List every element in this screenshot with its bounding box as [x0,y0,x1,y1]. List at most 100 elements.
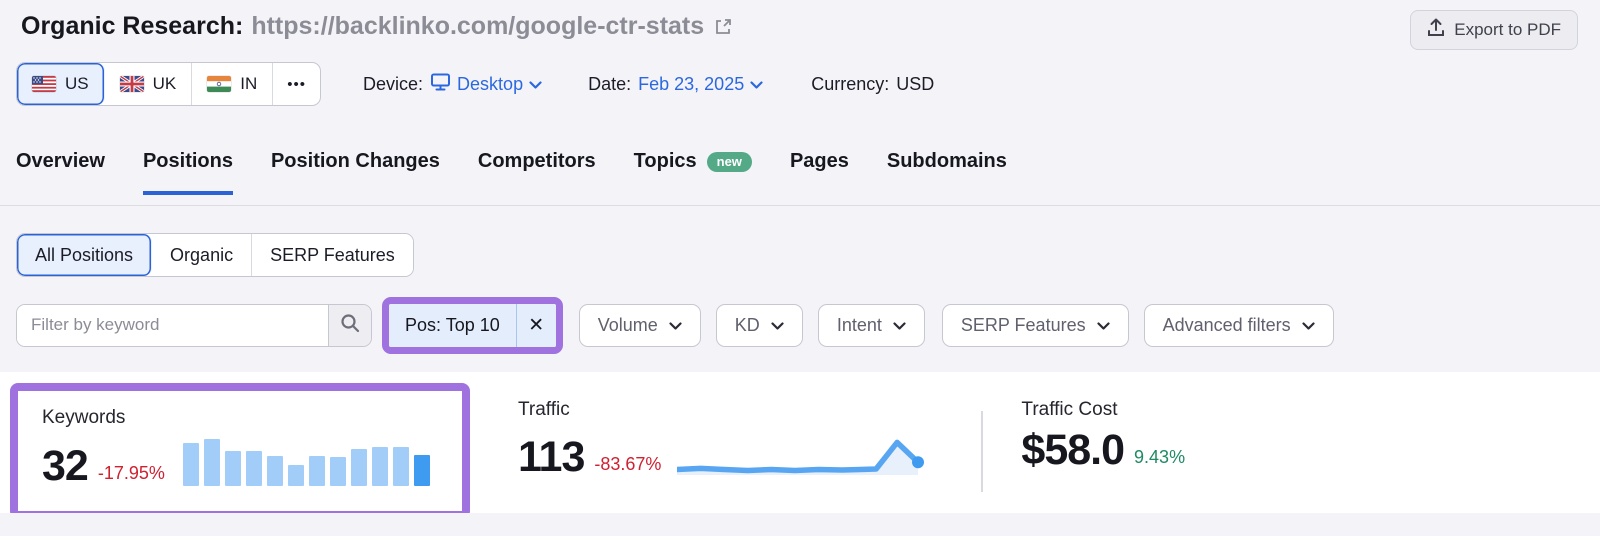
tab-overview[interactable]: Overview [16,150,105,195]
currency-value: USD [896,73,935,94]
pos-top10-chip[interactable]: Pos: Top 10 ✕ [389,303,556,347]
tab-pages[interactable]: Pages [790,150,849,195]
position-type-row: All Positions Organic SERP Features [0,233,1600,277]
segment-organic[interactable]: Organic [152,234,253,276]
dropdown-label: SERP Features [960,314,1086,335]
controls-row: US UK IN ••• Device: Desktop [0,62,1600,106]
tab-label: Positions [142,150,233,172]
country-tab-uk[interactable]: UK [104,63,193,105]
filter-bar: Pos: Top 10 ✕ Volume KD Intent SERP Feat… [0,296,1600,354]
chevron-down-icon [1096,321,1110,331]
device-control: Device: Desktop [363,72,542,97]
dropdown-label: Advanced filters [1162,314,1291,335]
tab-label: Competitors [477,150,596,172]
chevron-down-icon [529,80,542,90]
traffic-card: Traffic 113 -83.67% [470,372,939,482]
country-tab-label: UK [152,74,177,93]
keywords-value: 32 [42,442,89,491]
position-type-selector: All Positions Organic SERP Features [16,233,414,277]
serp-features-filter-dropdown[interactable]: SERP Features [941,303,1129,347]
currency-label: Currency: [811,73,890,94]
highlight-box-pos-filter: Pos: Top 10 ✕ [382,296,563,354]
tab-competitors[interactable]: Competitors [478,150,596,195]
traffic-value: 113 [518,433,585,482]
currency-control: Currency: USD [811,74,934,95]
volume-filter-dropdown[interactable]: Volume [578,303,701,347]
tab-positions[interactable]: Positions [142,150,233,195]
keywords-label: Keywords [42,407,126,428]
device-dropdown[interactable]: Desktop [430,72,542,97]
tab-label: Position Changes [270,150,440,172]
tab-label: Overview [16,150,105,172]
header: Organic Research: https://backlinko.com/… [0,0,1600,50]
chip-label: Pos: Top 10 [405,314,500,335]
chevron-down-icon [750,80,763,90]
kd-filter-dropdown[interactable]: KD [715,303,803,347]
close-icon: ✕ [528,314,545,336]
country-tab-label: US [65,74,89,93]
traffic-label: Traffic [518,399,570,420]
traffic-cost-label: Traffic Cost [1021,399,1118,420]
page-title: Organic Research: https://backlinko.com/… [21,12,1578,41]
keyword-filter-input[interactable] [17,304,328,346]
uk-flag-icon [119,76,144,92]
country-tab-in[interactable]: IN [192,63,274,105]
search-icon [340,313,360,338]
more-countries-button[interactable]: ••• [273,63,320,105]
country-tab-us[interactable]: US [17,63,105,105]
chevron-down-icon [771,321,784,331]
tab-position-changes[interactable]: Position Changes [271,150,440,195]
segment-label: Organic [170,244,234,265]
intent-filter-dropdown[interactable]: Intent [817,303,925,347]
us-flag-icon [32,76,56,92]
report-tabs: Overview Positions Position Changes Comp… [0,150,1600,206]
keyword-filter-box [16,303,372,347]
tab-topics[interactable]: Topics new [634,150,752,195]
date-control: Date: Feb 23, 2025 [588,74,763,95]
new-badge: new [706,151,752,172]
date-value: Feb 23, 2025 [638,73,745,94]
highlight-box-keywords: Keywords 32 -17.95% [10,383,470,519]
date-dropdown[interactable]: Feb 23, 2025 [638,74,763,95]
dropdown-label: Volume [597,314,658,335]
tab-subdomains[interactable]: Subdomains [887,150,1007,195]
keywords-change: -17.95% [97,463,165,483]
export-to-pdf-button[interactable]: Export to PDF [1410,10,1578,50]
external-link-icon[interactable] [714,17,733,36]
device-label: Device: [363,73,424,94]
dropdown-label: KD [734,314,760,335]
advanced-filters-dropdown[interactable]: Advanced filters [1143,303,1334,347]
tab-label: Topics [633,150,697,172]
chevron-down-icon [1302,321,1315,331]
country-tab-label: IN [240,74,258,93]
country-selector: US UK IN ••• [16,62,322,106]
dropdown-label: Intent [836,314,882,335]
segment-label: SERP Features [270,244,395,265]
page-bottom-strip [0,513,1600,525]
summary-stats: Keywords 32 -17.95% Traffic 113 -83.67% … [0,372,1600,525]
traffic-change: -83.67% [594,454,662,474]
vertical-divider [981,411,984,492]
device-value: Desktop [457,73,524,94]
keywords-bar-chart [182,439,431,486]
traffic-cost-card: Traffic Cost $58.0 9.43% [983,372,1186,474]
desktop-monitor-icon [430,72,451,97]
segment-all-positions[interactable]: All Positions [17,234,153,276]
traffic-sparkline [677,439,925,475]
analyzed-url: https://backlinko.com/google-ctr-stats [251,12,705,40]
in-flag-icon [207,76,232,92]
chevron-down-icon [893,321,906,331]
segment-serp-features[interactable]: SERP Features [252,234,413,276]
chevron-down-icon [669,321,682,331]
segment-label: All Positions [35,244,134,265]
upload-icon [1427,18,1445,42]
traffic-cost-change: 9.43% [1134,446,1186,467]
ellipsis-icon: ••• [287,75,307,93]
search-button[interactable] [328,304,371,346]
report-title: Organic Research: [21,12,244,40]
date-label: Date: [588,73,632,94]
tab-label: Pages [789,150,849,172]
export-label: Export to PDF [1454,20,1561,39]
remove-filter-button[interactable]: ✕ [515,303,556,347]
traffic-cost-value: $58.0 [1021,426,1125,474]
